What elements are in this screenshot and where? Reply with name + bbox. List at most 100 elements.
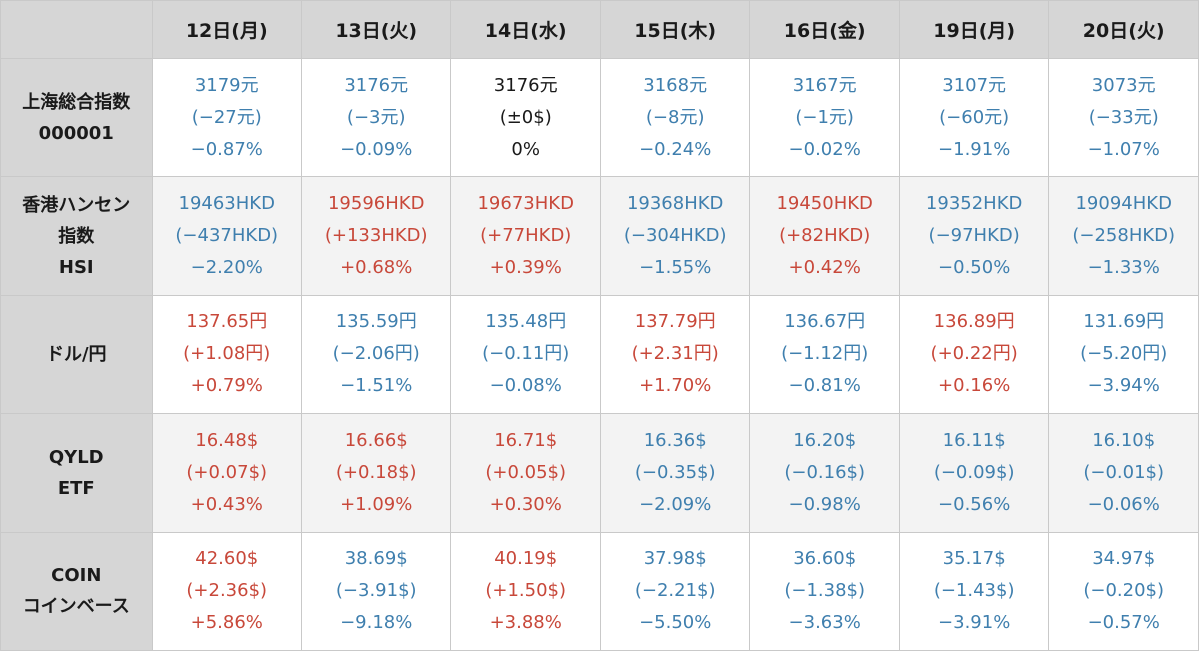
quote-change: (−27元)	[191, 106, 262, 128]
day-header: 20日(火)	[1048, 0, 1199, 59]
quote-price: 19673HKD	[477, 193, 574, 215]
quote-change: (−1元)	[795, 106, 854, 128]
quote-change: (+0.22円)	[930, 343, 1018, 365]
quote-cell: 42.60$ (+2.36$) +5.86%	[151, 531, 302, 652]
quote-change: (−3元)	[346, 106, 406, 128]
quote-price: 16.66$	[344, 429, 408, 451]
quote-change: (+2.31円)	[631, 343, 719, 365]
day-header: 16日(金)	[749, 0, 900, 59]
quote-price: 135.48円	[485, 311, 567, 333]
quote-change: (+0.05$)	[485, 461, 567, 483]
quote-price: 3167元	[792, 74, 857, 96]
quote-pct: −0.09%	[340, 138, 413, 160]
row-label: 香港ハンセン 指数 HSI	[0, 176, 153, 296]
quote-change: (−2.21$)	[634, 580, 716, 602]
quote-pct: −2.20%	[190, 257, 263, 279]
quote-price: 16.11$	[942, 429, 1006, 451]
quote-cell: 19596HKD (+133HKD) +0.68%	[300, 176, 452, 296]
table-row: QYLD ETF 16.48$ (+0.07$) +0.43% 16.66$ (+0.18$…	[0, 413, 1199, 533]
header-row: 12日(月) 13日(火) 14日(水) 15日(木) 16日(金) 19日(月…	[0, 0, 1199, 59]
quote-cell: 137.65円 (+1.08円) +0.79%	[151, 294, 302, 415]
day-header: 15日(木)	[599, 0, 751, 59]
row-label: QYLD ETF	[0, 413, 153, 533]
quote-price: 19368HKD	[626, 193, 724, 215]
quote-cell: 38.69$ (−3.91$) −9.18%	[300, 531, 452, 652]
quote-price: 3176元	[344, 74, 409, 96]
quote-change: (+2.36$)	[186, 580, 268, 602]
quote-cell: 3176元 (±0$) 0%	[450, 57, 601, 178]
quote-pct: +5.86%	[190, 612, 263, 634]
quote-cell: 135.48円 (−0.11円) −0.08%	[450, 294, 601, 415]
quote-pct: +0.16%	[938, 375, 1011, 397]
quote-change: (−0.09$)	[933, 461, 1015, 483]
day-header: 14日(水)	[450, 0, 601, 59]
quote-change: (−0.11円)	[482, 343, 570, 365]
table-row: COIN コインベース 42.60$ (+2.36$) +5.86% 38.69$ (−3.…	[0, 531, 1199, 652]
quote-change: (−1.38$)	[784, 580, 866, 602]
row-label-line: 指数	[58, 225, 95, 247]
quote-price: 136.67円	[784, 311, 866, 333]
quote-cell: 19368HKD (−304HKD) −1.55%	[599, 176, 751, 296]
table-body: 上海総合指数 000001 3179元 (−27元) −0.87% 3176元 (−3元) −…	[0, 57, 1199, 652]
quote-price: 3179元	[194, 74, 259, 96]
quote-change: (−304HKD)	[623, 225, 727, 247]
quote-price: 36.60$	[793, 548, 857, 570]
quote-cell: 40.19$ (+1.50$) +3.88%	[450, 531, 601, 652]
quote-price: 35.17$	[942, 548, 1006, 570]
quote-cell: 3167元 (−1元) −0.02%	[749, 57, 900, 178]
quote-price: 137.79円	[634, 311, 716, 333]
quote-pct: −9.18%	[340, 612, 413, 634]
day-header: 12日(月)	[151, 0, 302, 59]
quote-price: 16.71$	[494, 429, 558, 451]
quote-cell: 137.79円 (+2.31円) +1.70%	[599, 294, 751, 415]
quote-cell: 19352HKD (−97HKD) −0.50%	[898, 176, 1050, 296]
quote-cell: 19673HKD (+77HKD) +0.39%	[450, 176, 601, 296]
day-header: 19日(月)	[898, 0, 1050, 59]
quote-cell: 3179元 (−27元) −0.87%	[151, 57, 302, 178]
quote-cell: 3107元 (−60元) −1.91%	[898, 57, 1050, 178]
quote-pct: −0.02%	[788, 138, 861, 160]
quote-change: (+1.50$)	[485, 580, 567, 602]
table-row: 上海総合指数 000001 3179元 (−27元) −0.87% 3176元 (−3元) −…	[0, 57, 1199, 178]
quote-cell: 16.71$ (+0.05$) +0.30%	[450, 413, 601, 533]
quote-change: (+0.07$)	[186, 461, 268, 483]
quote-change: (−3.91$)	[335, 580, 417, 602]
quote-pct: −0.24%	[639, 138, 712, 160]
quote-cell: 35.17$ (−1.43$) −3.91%	[898, 531, 1050, 652]
quote-cell: 16.66$ (+0.18$) +1.09%	[300, 413, 452, 533]
quote-pct: −1.33%	[1087, 257, 1160, 279]
quote-change: (−97HKD)	[928, 225, 1020, 247]
quote-change: (−0.35$)	[634, 461, 716, 483]
quote-price: 38.69$	[344, 548, 408, 570]
quote-pct: +0.30%	[489, 493, 562, 515]
quote-pct: −2.09%	[639, 493, 712, 515]
quote-change: (−258HKD)	[1072, 225, 1176, 247]
quote-price: 16.36$	[643, 429, 707, 451]
quote-pct: −3.94%	[1087, 375, 1160, 397]
row-label: 上海総合指数 000001	[0, 57, 153, 178]
quote-price: 3176元	[493, 74, 558, 96]
quote-cell: 19463HKD (−437HKD) −2.20%	[151, 176, 302, 296]
quote-price: 135.59円	[335, 311, 417, 333]
quote-change: (−437HKD)	[175, 225, 279, 247]
quote-change: (−0.20$)	[1083, 580, 1165, 602]
quote-price: 3168元	[643, 74, 708, 96]
quote-price: 42.60$	[195, 548, 259, 570]
quote-cell: 16.10$ (−0.01$) −0.06%	[1048, 413, 1199, 533]
quote-price: 3107元	[942, 74, 1007, 96]
row-label: ドル/円	[0, 294, 153, 415]
quote-pct: +0.79%	[190, 375, 263, 397]
quote-price: 19094HKD	[1075, 193, 1172, 215]
quote-pct: −5.50%	[639, 612, 712, 634]
quote-pct: +3.88%	[489, 612, 562, 634]
quote-pct: −3.63%	[788, 612, 861, 634]
quote-pct: +0.43%	[190, 493, 263, 515]
row-label-line: 000001	[38, 122, 114, 144]
quote-cell: 135.59円 (−2.06円) −1.51%	[300, 294, 452, 415]
quote-change: (+133HKD)	[324, 225, 428, 247]
quote-price: 19352HKD	[925, 193, 1023, 215]
quote-pct: 0%	[511, 138, 540, 160]
quote-pct: −1.91%	[938, 138, 1011, 160]
quote-pct: −0.56%	[938, 493, 1011, 515]
